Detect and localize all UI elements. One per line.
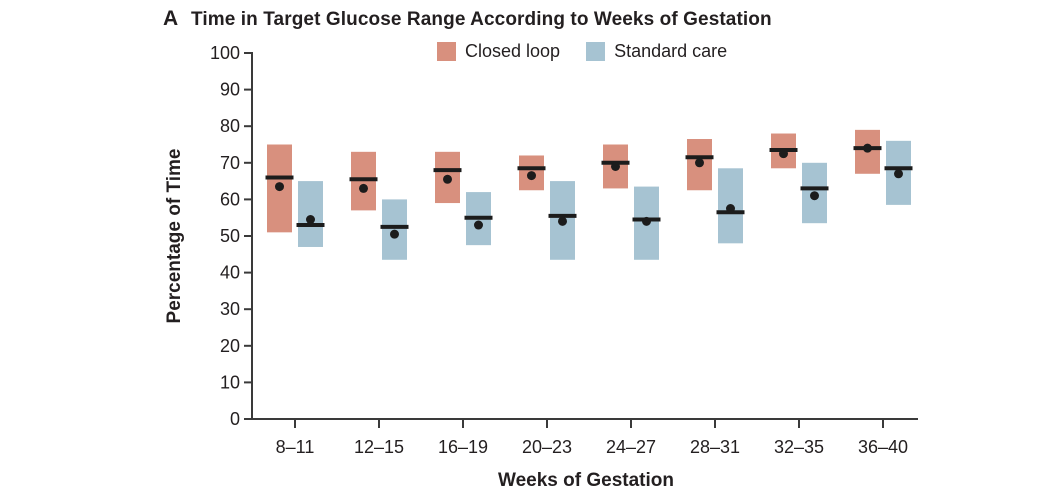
closed-loop-swatch-icon [437, 42, 456, 61]
mean-dot-standard-care-6 [810, 191, 819, 201]
y-tick-label: 50 [220, 226, 240, 246]
y-tick-label: 70 [220, 153, 240, 173]
y-tick-label: 90 [220, 80, 240, 100]
mean-dot-closed-loop-4 [611, 161, 620, 171]
mean-dot-closed-loop-2 [443, 174, 452, 184]
x-tick-label: 24–27 [606, 437, 656, 457]
x-axis-title: Weeks of Gestation [498, 470, 674, 491]
mean-dot-standard-care-0 [306, 215, 315, 225]
standard-care-swatch-icon [586, 42, 606, 61]
mean-dot-closed-loop-6 [779, 149, 788, 159]
mean-dot-closed-loop-5 [695, 158, 704, 168]
y-tick-label: 20 [220, 336, 240, 356]
legend-label-closed-loop: Closed loop [465, 41, 561, 61]
box-standard-care-1 [382, 199, 407, 260]
x-tick-label: 20–23 [522, 437, 572, 457]
mean-dot-standard-care-4 [642, 216, 651, 226]
box-standard-care-0 [298, 181, 323, 247]
mean-dot-standard-care-3 [558, 216, 567, 226]
chart-title: Time in Target Glucose Range According t… [191, 9, 772, 30]
y-tick-label: 40 [220, 263, 240, 283]
y-tick-label: 100 [210, 43, 240, 63]
mean-dot-standard-care-7 [894, 169, 903, 179]
panel-letter: A [163, 7, 179, 30]
legend-label-standard-care: Standard care [614, 41, 728, 61]
mean-dot-standard-care-2 [474, 220, 483, 230]
mean-dot-closed-loop-3 [527, 171, 536, 181]
x-tick-label: 12–15 [354, 437, 404, 457]
x-tick-label: 36–40 [858, 437, 908, 457]
legend: Closed loop Standard care [437, 41, 727, 62]
mean-dot-closed-loop-0 [275, 182, 284, 192]
x-tick-label: 16–19 [438, 437, 488, 457]
y-tick-label: 30 [220, 299, 240, 319]
x-tick-label: 8–11 [276, 437, 315, 457]
mean-dot-standard-care-5 [726, 204, 735, 214]
y-tick-label: 0 [230, 409, 240, 429]
mean-dot-closed-loop-1 [359, 183, 368, 193]
x-tick-label: 32–35 [774, 437, 824, 457]
mean-dot-closed-loop-7 [863, 143, 872, 153]
legend-item-closed-loop: Closed loop [437, 41, 560, 62]
mean-dot-standard-care-1 [390, 229, 399, 239]
y-tick-label: 10 [220, 372, 240, 392]
legend-item-standard-care: Standard care [586, 41, 727, 62]
y-tick-label: 60 [220, 189, 240, 209]
y-tick-label: 80 [220, 116, 240, 136]
x-tick-label: 28–31 [690, 437, 740, 457]
